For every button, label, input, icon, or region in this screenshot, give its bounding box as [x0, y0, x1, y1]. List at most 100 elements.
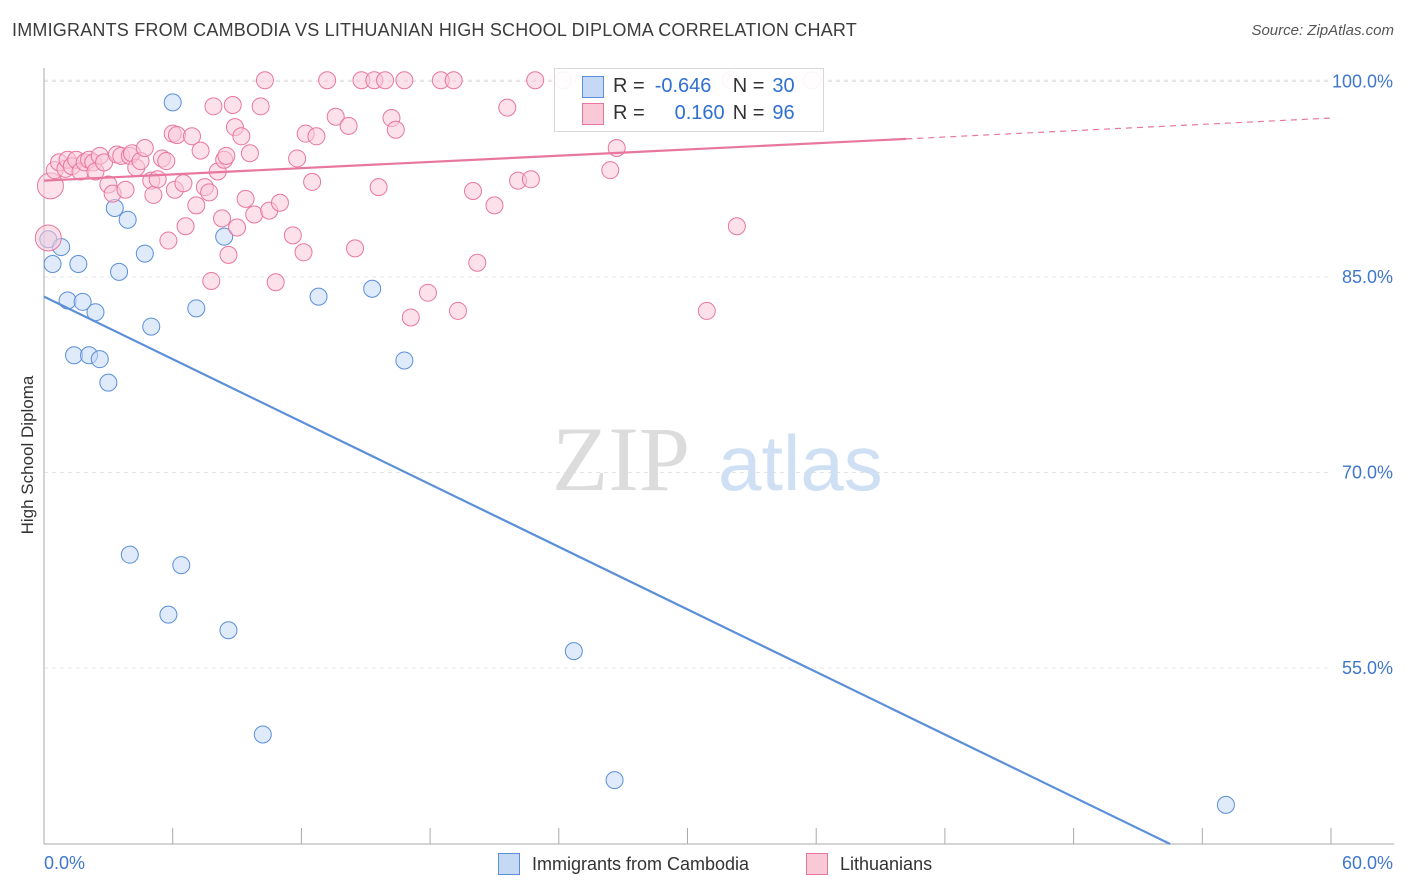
bottom-legend-lithuanians: Lithuanians	[806, 852, 932, 876]
x-tick-label: 0.0%	[44, 853, 85, 873]
y-tick-label: 85.0%	[1342, 267, 1393, 287]
tick-labels: 55.0% 70.0% 85.0% 100.0% 0.0% 60.0%	[44, 72, 1393, 873]
y-tick-label: 55.0%	[1342, 658, 1393, 678]
correlation-legend: R = -0.646 N = 30 R = 0.160 N = 96	[554, 68, 824, 132]
bottom-legend-label-cambodia: Immigrants from Cambodia	[532, 853, 750, 874]
legend-r-label: R =	[613, 74, 645, 97]
point-lithuanians	[157, 152, 176, 171]
point-cambodia	[172, 556, 191, 575]
bottom-swatch-cambodia	[498, 853, 520, 875]
bottom-swatch-lithuanians	[806, 853, 828, 875]
point-lithuanians	[339, 116, 358, 135]
legend-swatch-lithuanians	[582, 103, 604, 125]
point-lithuanians	[326, 107, 345, 126]
point-cambodia	[135, 244, 154, 263]
point-lithuanians	[303, 172, 322, 191]
trend-line-lithuanians	[43, 137, 907, 182]
point-cambodia	[142, 317, 161, 336]
point-cambodia	[159, 605, 178, 624]
legend-n-label: N =	[732, 101, 765, 124]
point-cambodia	[90, 350, 109, 369]
point-lithuanians	[174, 174, 193, 193]
point-lithuanians	[213, 209, 232, 228]
y-tick-label: 100.0%	[1332, 72, 1393, 92]
point-lithuanians	[601, 161, 620, 180]
legend-swatch-cambodia	[582, 76, 604, 98]
point-lithuanians	[521, 170, 540, 189]
source-label: Source: ZipAtlas.com	[1251, 22, 1394, 39]
point-lithuanians	[444, 71, 463, 90]
point-lithuanians	[464, 182, 482, 201]
point-cambodia	[110, 262, 129, 281]
chart-title: IMMIGRANTS FROM CAMBODIA VS LITHUANIAN H…	[12, 20, 857, 40]
point-lithuanians	[270, 193, 289, 212]
point-cambodia	[564, 642, 583, 661]
point-lithuanians	[485, 196, 504, 215]
point-lithuanians	[468, 253, 487, 272]
point-lithuanians	[288, 149, 307, 168]
point-lithuanians	[386, 120, 405, 139]
point-cambodia	[1216, 795, 1235, 814]
point-lithuanians	[236, 189, 255, 208]
point-lithuanians	[135, 139, 154, 158]
legend-row-lithuanians: R = 0.160 N = 96	[613, 100, 795, 126]
point-cambodia	[58, 291, 77, 310]
legend-n-label: N =	[732, 74, 765, 97]
point-cambodia	[605, 771, 624, 790]
watermark-atlas: atlas	[718, 419, 883, 507]
legend-r-label: R =	[613, 101, 645, 124]
point-cambodia	[309, 287, 328, 306]
point-lithuanians	[116, 180, 135, 199]
point-lithuanians	[204, 97, 223, 116]
point-lithuanians	[251, 97, 270, 116]
point-lithuanians	[395, 71, 414, 90]
point-cambodia	[219, 621, 238, 640]
legend-n-value: 96	[772, 101, 795, 124]
point-lithuanians	[418, 283, 437, 302]
legend-row-cambodia: R = -0.646 N = 30	[613, 73, 795, 99]
point-cambodia	[73, 292, 92, 311]
legend-r-value: 0.160	[674, 101, 725, 124]
point-cambodia	[215, 227, 234, 246]
point-lithuanians	[217, 146, 236, 165]
point-lithuanians	[283, 226, 302, 245]
point-lithuanians	[294, 243, 313, 262]
point-cambodia	[65, 346, 84, 365]
point-lithuanians	[697, 301, 716, 320]
point-lithuanians	[245, 205, 264, 224]
point-lithuanians	[34, 224, 62, 252]
legend-n-value: 30	[772, 74, 795, 97]
point-cambodia	[253, 725, 272, 744]
point-lithuanians	[376, 71, 395, 90]
point-lithuanians	[144, 185, 163, 204]
point-cambodia	[120, 545, 139, 564]
point-lithuanians	[307, 127, 326, 146]
point-cambodia	[69, 255, 88, 274]
point-cambodia	[118, 210, 137, 229]
point-lithuanians	[223, 96, 242, 115]
point-lithuanians	[202, 271, 221, 290]
point-lithuanians	[727, 217, 746, 236]
trend-line-lithuanians	[906, 117, 1332, 140]
point-lithuanians	[200, 183, 219, 202]
trend-line-cambodia	[43, 295, 1171, 845]
point-lithuanians	[167, 125, 186, 144]
point-lithuanians	[369, 178, 388, 197]
point-cambodia	[363, 279, 382, 298]
point-lithuanians	[228, 218, 247, 237]
point-lithuanians	[159, 231, 178, 250]
point-lithuanians	[318, 71, 337, 90]
bottom-legend-cambodia: Immigrants from Cambodia	[498, 852, 749, 876]
trend-lines	[43, 117, 1332, 845]
point-lithuanians	[240, 144, 259, 163]
point-cambodia	[187, 299, 206, 318]
point-lithuanians	[498, 98, 517, 117]
point-lithuanians	[219, 245, 238, 264]
x-tick-label: 60.0%	[1342, 853, 1393, 873]
legend-r-value: -0.646	[654, 74, 712, 97]
y-tick-label: 70.0%	[1342, 463, 1393, 483]
point-cambodia	[163, 93, 182, 112]
point-lithuanians	[176, 217, 195, 236]
point-cambodia	[99, 373, 118, 392]
